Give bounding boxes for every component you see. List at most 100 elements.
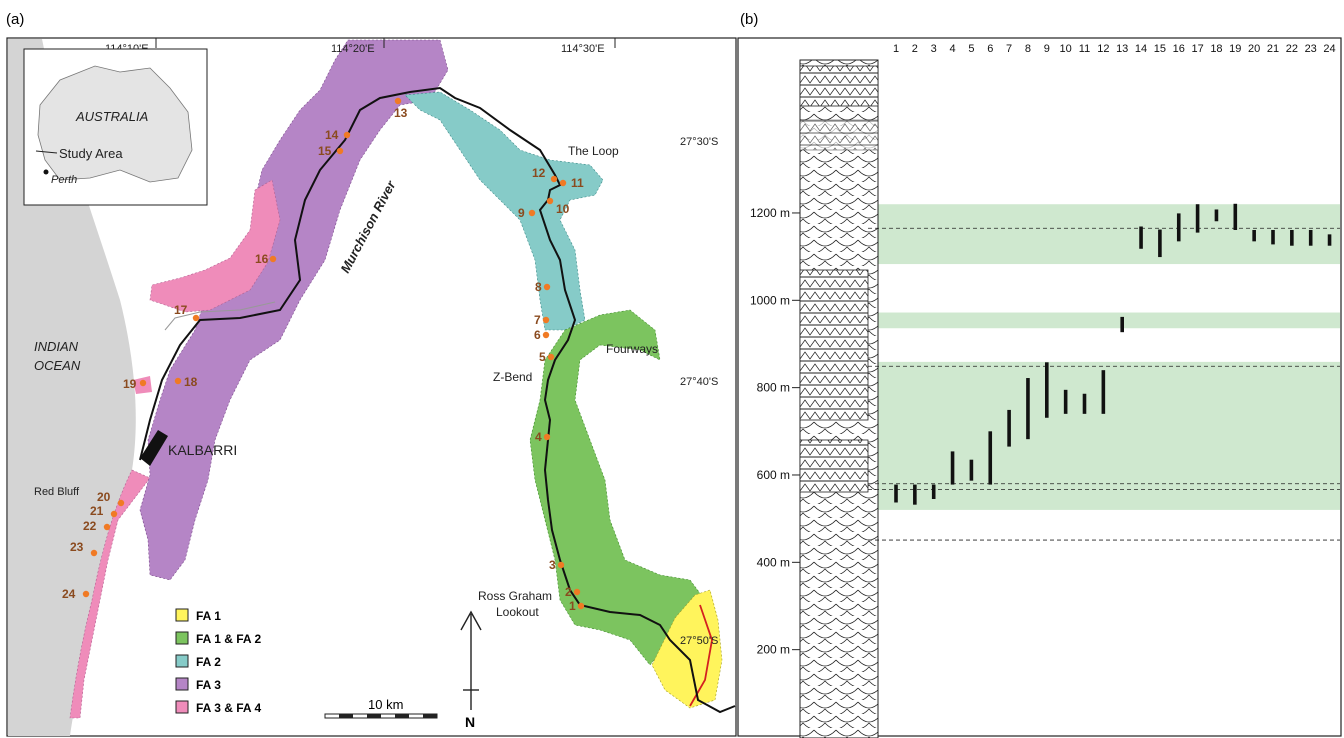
site-marker-3 — [557, 561, 565, 569]
site-label-9: 9 — [518, 206, 525, 220]
site-marker-12 — [550, 175, 558, 183]
y-tick-label-1000: 1000 m — [750, 293, 790, 307]
interval-bar-10 — [1063, 389, 1068, 414]
stratigraphic-column — [799, 59, 879, 738]
ross-graham-label-1: Ross Graham — [478, 589, 552, 603]
column-header-3: 3 — [931, 43, 937, 55]
interval-bar-24 — [1327, 234, 1332, 246]
column-header-8: 8 — [1025, 43, 1031, 55]
column-header-10: 10 — [1060, 43, 1072, 55]
river-mouth — [164, 301, 276, 331]
interval-bar-15 — [1158, 229, 1162, 258]
interval-bar-14 — [1139, 226, 1143, 249]
interval-bar-20 — [1252, 229, 1256, 242]
site-marker-22 — [103, 523, 111, 531]
site-label-2: 2 — [565, 585, 572, 599]
site-marker-5 — [547, 353, 555, 361]
ocean-label-line1: INDIAN — [34, 339, 79, 354]
fa3-fa4-coast-region — [69, 469, 151, 719]
australia-outline — [37, 65, 193, 183]
y-tick-label-200: 200 m — [757, 643, 790, 657]
site-label-22: 22 — [83, 519, 97, 533]
facies-band-1 — [878, 204, 1340, 265]
interval-bar-22 — [1290, 229, 1294, 246]
interval-bar-8 — [1026, 378, 1030, 440]
fa1-fa2-region — [529, 309, 706, 666]
column-header-4: 4 — [949, 43, 955, 55]
column-header-20: 20 — [1248, 43, 1260, 55]
site-label-1: 1 — [569, 599, 576, 613]
site-marker-10 — [546, 197, 554, 205]
column-header-9: 9 — [1044, 43, 1050, 55]
site-label-13: 13 — [394, 106, 408, 120]
column-header-13: 13 — [1116, 43, 1128, 55]
site-marker-19 — [139, 379, 147, 387]
column-header-22: 22 — [1286, 43, 1298, 55]
column-header-1: 1 — [893, 43, 899, 55]
site-marker-16 — [269, 255, 277, 263]
panel-b-label: (b) — [740, 11, 758, 28]
site-marker-7 — [542, 316, 550, 324]
interval-bar-18 — [1214, 209, 1219, 222]
interval-bar-4 — [950, 451, 955, 485]
site-label-24: 24 — [62, 587, 76, 601]
column-header-19: 19 — [1229, 43, 1241, 55]
the-loop-label: The Loop — [568, 144, 619, 158]
y-tick-label-1200: 1200 m — [750, 206, 790, 220]
column-header-21: 21 — [1267, 43, 1279, 55]
interval-bar-17 — [1195, 204, 1200, 233]
interval-bar-13 — [1120, 316, 1124, 333]
kalbarri-town-shape — [140, 430, 168, 466]
column-header-7: 7 — [1006, 43, 1012, 55]
site-label-23: 23 — [70, 540, 84, 554]
interval-bar-16 — [1176, 213, 1181, 242]
legend-swatch-fa1 — [175, 608, 189, 622]
interval-bar-7 — [1007, 409, 1011, 447]
column-header-14: 14 — [1135, 43, 1147, 55]
column-header-24: 24 — [1323, 43, 1335, 55]
lon-label-2: 114°20'E — [331, 43, 375, 55]
y-tick-label-600: 600 m — [757, 468, 790, 482]
interval-bar-3 — [931, 484, 936, 499]
interval-bar-1 — [894, 484, 898, 503]
site-label-12: 12 — [532, 166, 546, 180]
facies-band-3 — [878, 361, 1340, 510]
site-label-20: 20 — [97, 490, 111, 504]
interval-bar-12 — [1101, 370, 1106, 414]
legend-swatch-fa3 — [175, 677, 189, 691]
column-header-17: 17 — [1191, 43, 1203, 55]
ross-graham-label-2: Lookout — [496, 605, 539, 619]
measured-intervals — [894, 203, 1332, 505]
map-legend: FA 1 FA 1 & FA 2 FA 2 FA 3 FA 3 & FA 4 — [175, 608, 261, 715]
facies-boundaries — [868, 227, 1340, 541]
site-label-5: 5 — [539, 350, 546, 364]
interval-bar-19 — [1233, 203, 1238, 230]
site-label-14: 14 — [325, 128, 339, 142]
column-header-12: 12 — [1097, 43, 1109, 55]
legend-label-fa1: FA 1 — [196, 609, 221, 623]
panel-a-label: (a) — [6, 11, 24, 28]
y-tick-label-800: 800 m — [757, 381, 790, 395]
site-marker-24 — [82, 590, 90, 598]
site-marker-14 — [343, 131, 351, 139]
interval-bar-21 — [1271, 229, 1275, 245]
interval-bar-11 — [1082, 393, 1087, 414]
study-area-pointer — [35, 150, 58, 154]
lon-label-3: 114°30'E — [561, 43, 605, 55]
site-label-16: 16 — [255, 252, 269, 266]
legend-swatch-fa3-fa4 — [175, 700, 189, 714]
scale-bar: 10 km — [324, 697, 438, 719]
ocean-label-line2: OCEAN — [34, 358, 81, 373]
lat-label-3: 27°50'S — [680, 635, 718, 647]
column-headers: 1 2 3 4 5 6 7 8 9 10 11 12 13 14 15 16 17 18 19 20 21 22 23 24 — [893, 43, 1336, 55]
lat-label-2: 27°40'S — [680, 376, 718, 388]
site-marker-17 — [192, 314, 200, 322]
site-marker-2 — [573, 588, 581, 596]
scale-bar-label: 10 km — [368, 697, 403, 712]
column-header-15: 15 — [1154, 43, 1166, 55]
study-area-label: Study Area — [59, 146, 123, 161]
north-label: N — [465, 714, 475, 730]
facies-band-2 — [878, 312, 1340, 329]
column-header-11: 11 — [1079, 43, 1090, 55]
